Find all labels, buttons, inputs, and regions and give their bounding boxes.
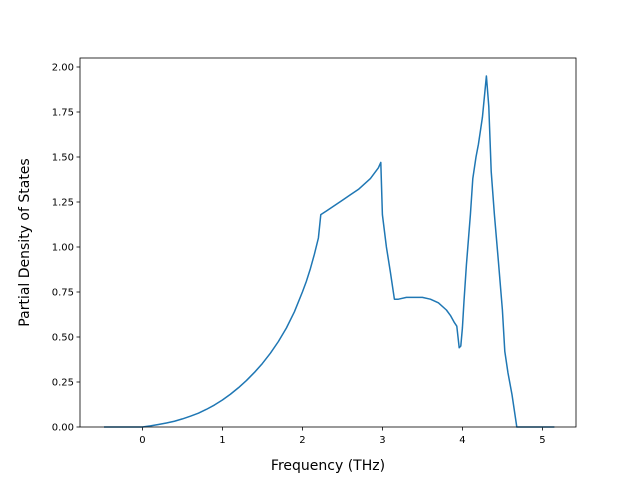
- y-tick-label: 1.25: [52, 198, 74, 209]
- tick-layer: 0 1 2 3 4 5 0.00 0.25 0.50 0.75 1.00 1.25 1.50 1.75 2.…: [52, 63, 546, 447]
- x-tick-label: 2: [299, 435, 305, 446]
- y-axis-title: Partial Density of States: [17, 158, 33, 326]
- series-line: [104, 75, 555, 428]
- y-tick-label: 0.00: [52, 423, 74, 434]
- y-tick-label: 1.50: [52, 153, 74, 164]
- y-tick-label: 0.75: [52, 288, 74, 299]
- x-tick-label: 5: [539, 435, 545, 446]
- y-tick-label: 0.25: [52, 378, 74, 389]
- plot-frame: [79, 57, 577, 428]
- series-layer: [104, 75, 555, 428]
- y-tick-label: 1.75: [52, 108, 74, 119]
- x-axis-title: Frequency (THz): [271, 458, 385, 474]
- y-tick-label: 2.00: [52, 63, 74, 74]
- x-tick-label: 1: [219, 435, 225, 446]
- x-tick-label: 3: [379, 435, 385, 446]
- x-tick-label: 0: [139, 435, 145, 446]
- x-tick-label: 4: [459, 435, 465, 446]
- y-tick-label: 0.50: [52, 333, 74, 344]
- y-tick-label: 1.00: [52, 243, 74, 254]
